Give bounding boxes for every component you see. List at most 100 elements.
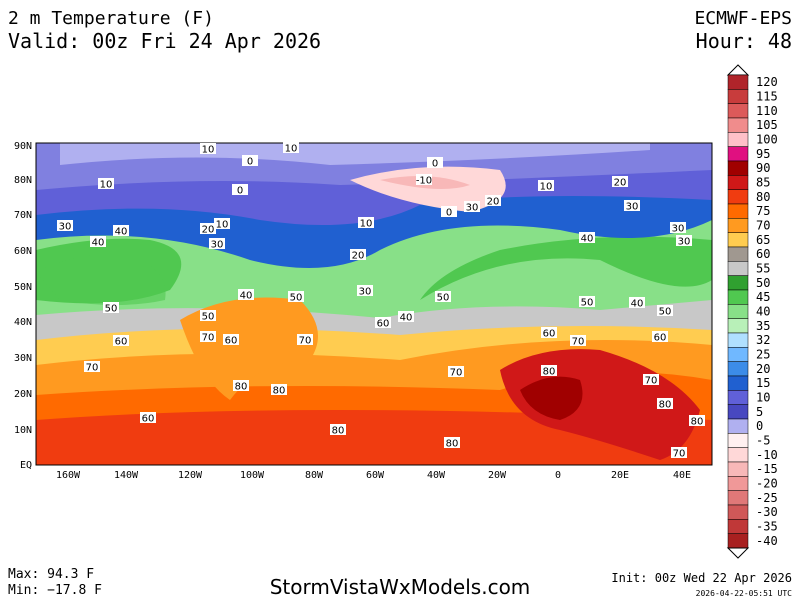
legend-label: 50 [756,276,770,290]
contour-label: 30 [626,202,639,213]
legend-label: 120 [756,75,778,89]
contour-label-box [233,380,249,391]
contour-label: 0 [237,186,243,197]
lat-label: 40N [14,317,32,328]
legend-label: 100 [756,133,778,147]
contour-label-box [657,398,673,409]
legend-swatch [727,89,749,104]
contour-label: 60 [543,329,556,340]
legend-label: -5 [756,434,770,448]
legend-label: 32 [756,333,770,347]
legend-label: -40 [756,534,778,548]
lat-label: 60N [14,246,32,257]
contour-label-box [200,143,216,154]
contour-label: 10 [540,182,553,193]
legend-label: -30 [756,505,778,519]
contour-label: 70 [202,333,215,344]
legend-label: -10 [756,448,778,462]
contour-label: 60 [654,333,667,344]
contour-label-box [441,206,457,217]
legend-swatch [727,490,749,506]
legend-swatch [727,375,749,391]
min-temp: Min: −17.8 F [8,583,102,598]
contour-label: 20 [352,251,365,262]
contour-label-box [357,285,373,296]
contour-label-box [200,331,216,342]
contour-label: 80 [235,382,248,393]
legend-swatch [727,390,749,405]
legend-label: 80 [756,190,770,204]
contour-label-box [375,317,391,328]
contour-label: 50 [581,298,594,309]
valid-time: Valid: 00z Fri 24 Apr 2026 [8,29,321,53]
legend-swatch [727,476,749,491]
contour-label: 40 [581,234,594,245]
contour-label-box [485,195,501,206]
legend-label: 85 [756,176,770,190]
lon-label: 120W [178,470,203,481]
contour-label: 20 [487,197,500,208]
contour-label-box [416,174,432,185]
init-time: Init: 00z Wed 22 Apr 2026 [611,571,792,585]
legend-label: 5 [756,405,763,419]
contour-label: 40 [400,313,413,324]
legend-swatch [727,189,749,205]
contour-label: 70 [450,368,463,379]
contour-label: 70 [299,336,312,347]
model: ECMWF-EPS [694,8,792,29]
lat-label: 10N [14,425,32,436]
lon-label: 140W [114,470,139,481]
contour-label: 20 [614,178,627,189]
legend-label: 90 [756,161,770,175]
contour-label-box [350,249,366,260]
legend-swatch [727,361,749,377]
contour-label-box [288,291,304,302]
legend-swatch [727,289,749,305]
legend-label: -25 [756,491,778,505]
lon-label: 100W [240,470,265,481]
contour-label: 10 [285,144,298,155]
contour-label: 10 [100,180,113,191]
lat-label: 50N [14,282,32,293]
contour-label: 10 [202,145,215,156]
contour-label-box [113,335,129,346]
contour-label-box [242,155,258,166]
contour-label: 70 [86,363,99,374]
contour-label-box [214,218,230,229]
color-bar: 1201151101051009590858075706560555045403… [726,64,778,559]
legend-swatch [727,160,749,176]
bar-cap [726,64,750,76]
contour-label: 10 [360,219,373,230]
legend-swatch [727,275,749,291]
contour-label: 70 [645,376,658,387]
contour-label: -10 [416,176,432,187]
contour-label: 0 [432,159,438,170]
lat-label: EQ [20,460,32,471]
contour-label-box [98,178,114,189]
lon-label: 160W [56,470,81,481]
contour-label: 30 [466,203,479,214]
contour-label-box [283,142,299,153]
contour-label: 40 [240,291,253,302]
contour-label: 80 [543,367,556,378]
legend-label: -20 [756,477,778,491]
legend-swatch [727,318,749,334]
contour-label-box [579,232,595,243]
contour-label: 50 [659,307,672,318]
legend-swatch [727,533,749,549]
contour-label-box [538,180,554,191]
contour-label-box [643,374,659,385]
legend-label: 110 [756,104,778,118]
contour-label: 80 [446,439,459,450]
contour-label: 80 [691,417,704,428]
lat-label: 20N [14,389,32,400]
legend-label: 20 [756,362,770,376]
contour-label: 30 [211,240,224,251]
lon-label: 20W [488,470,507,481]
contour-label-box [398,311,414,322]
legend-label: 75 [756,204,770,218]
contour-label-box [209,238,225,249]
legend-label: 45 [756,290,770,304]
contour-label: 60 [225,336,238,347]
